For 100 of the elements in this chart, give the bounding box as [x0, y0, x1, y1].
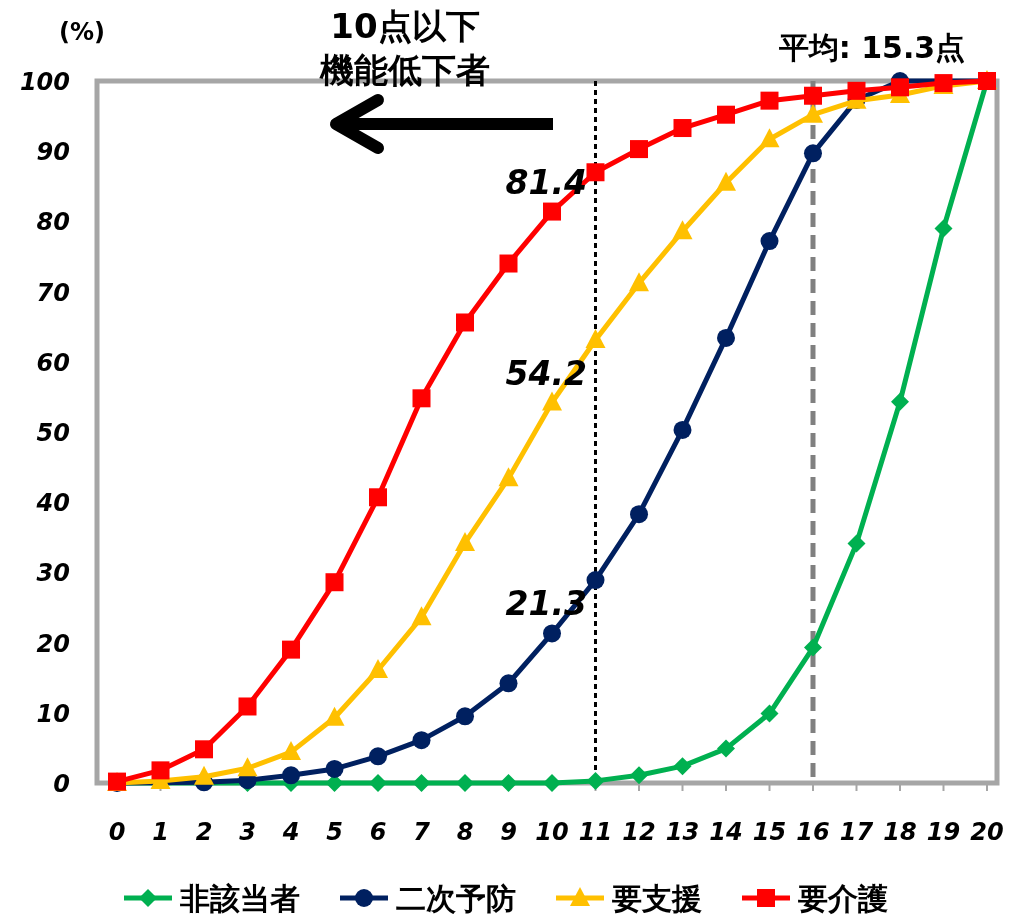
annotation: 機能低下者	[319, 50, 490, 90]
x-tick-label: 7	[413, 818, 431, 846]
x-tick-label: 6	[369, 818, 387, 846]
point	[586, 771, 605, 790]
x-tick-label: 1	[152, 818, 169, 846]
point	[934, 219, 953, 238]
point	[151, 761, 170, 780]
point	[195, 740, 214, 759]
x-tick-label: 17	[839, 818, 874, 846]
point	[324, 706, 345, 726]
y-axis-title: (%)	[59, 18, 105, 46]
point	[412, 774, 431, 792]
x-tick-label: 10	[535, 818, 569, 846]
point	[498, 467, 519, 487]
point	[456, 774, 474, 792]
point	[455, 531, 475, 551]
point	[543, 774, 561, 792]
y-tick-label: 100	[19, 68, 70, 96]
y-tick-label: 50	[36, 419, 70, 447]
x-tick-label: 13	[665, 818, 700, 846]
legend-label: 非該当者	[179, 881, 300, 916]
point	[238, 697, 257, 716]
point	[586, 571, 605, 590]
point	[847, 534, 866, 553]
y-tick-label: 40	[35, 489, 70, 518]
point	[759, 128, 780, 148]
point	[456, 313, 474, 332]
point	[672, 220, 693, 240]
point	[760, 91, 779, 110]
point	[499, 674, 518, 693]
point	[630, 505, 648, 524]
point	[717, 105, 735, 124]
point	[369, 747, 388, 766]
x-tick-label: 5	[326, 818, 343, 846]
point	[717, 328, 735, 347]
text: 平均: 15.3点	[777, 30, 966, 65]
point	[630, 766, 648, 785]
x-tick-label: 14	[709, 818, 743, 846]
point	[760, 704, 779, 723]
point	[673, 119, 692, 138]
y-tick-label: 0	[53, 770, 70, 798]
point	[237, 757, 258, 777]
x-tick-label: 12	[622, 818, 656, 846]
x-tick-label: 18	[883, 818, 917, 846]
point	[847, 81, 866, 100]
point	[282, 766, 301, 785]
x-tick-label: 8	[456, 818, 474, 846]
y-tick-label: 20	[36, 629, 70, 658]
y-tick-label: 70	[36, 278, 70, 307]
text: 10点以下	[330, 6, 480, 46]
point	[369, 488, 388, 507]
legend-label: 要介護	[798, 881, 888, 916]
point	[325, 759, 344, 778]
point	[542, 391, 562, 411]
point	[585, 329, 606, 349]
x-tick-label: 15	[752, 818, 787, 846]
x-tick-label: 2	[195, 818, 213, 846]
point	[281, 741, 302, 761]
point	[586, 163, 605, 182]
point	[717, 739, 735, 758]
point	[499, 254, 518, 273]
x-tick-label: 19	[926, 818, 961, 846]
point	[673, 420, 692, 439]
point	[629, 272, 649, 292]
point	[456, 707, 474, 726]
y-tick-label: 80	[36, 208, 70, 237]
point	[412, 389, 431, 408]
x-tick-label: 16	[796, 818, 830, 846]
point	[282, 640, 301, 659]
x-tick-label: 3	[239, 818, 256, 846]
point	[543, 202, 561, 221]
data-label: 81.4	[505, 162, 587, 202]
x-tick-label: 9	[500, 818, 517, 846]
point	[411, 606, 432, 626]
point	[630, 140, 648, 159]
point	[194, 765, 215, 785]
point	[673, 757, 692, 776]
point	[891, 392, 909, 411]
point	[804, 86, 822, 105]
point	[803, 103, 823, 123]
x-tick-label: 11	[578, 818, 613, 846]
point	[499, 774, 518, 792]
point	[716, 171, 736, 191]
legend-label: 二次予防	[396, 881, 516, 916]
point	[325, 573, 344, 592]
x-tick-label: 4	[281, 818, 300, 846]
point	[804, 638, 822, 657]
point	[804, 144, 822, 163]
y-tick-label: 60	[36, 348, 70, 377]
point	[891, 78, 909, 97]
x-tick-label: 20	[970, 818, 1004, 846]
y-tick-label: 10	[36, 699, 70, 728]
point	[543, 624, 561, 643]
point	[368, 658, 389, 678]
point	[412, 731, 431, 750]
legend-label: 要支援	[612, 881, 702, 916]
point	[760, 232, 779, 251]
x-tick-label: 0	[108, 818, 126, 846]
y-tick-label: 90	[36, 138, 70, 167]
y-tick-label: 30	[36, 559, 70, 588]
